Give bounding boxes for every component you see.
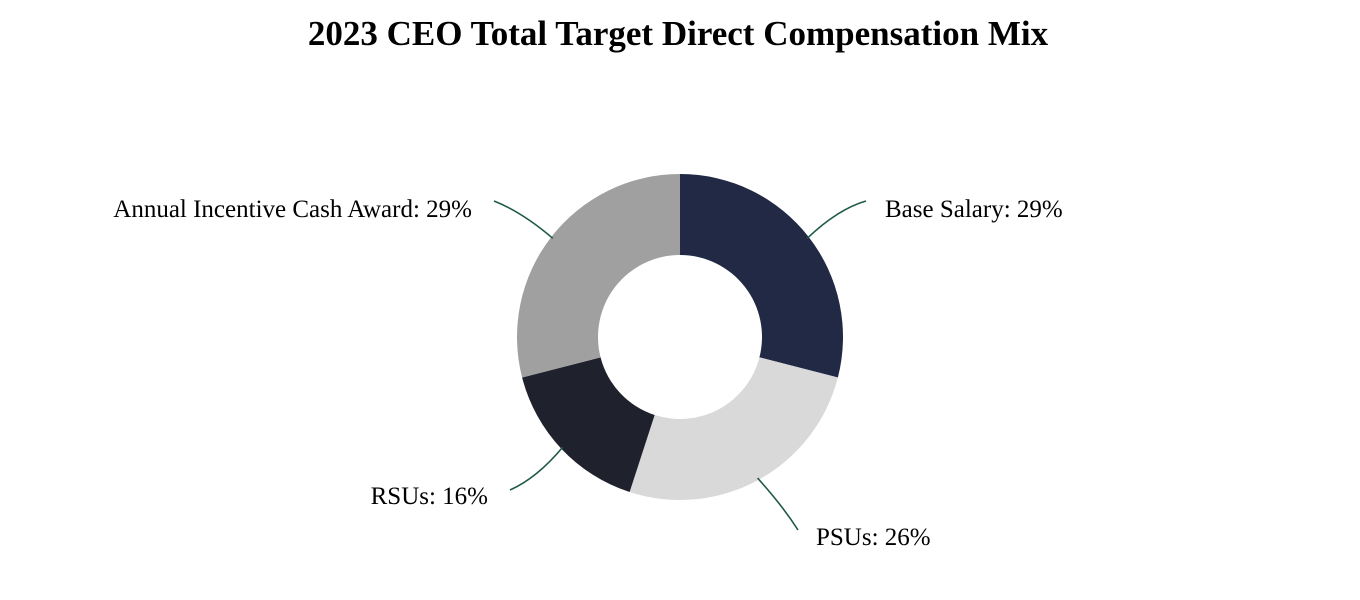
slice-rsus: [522, 357, 655, 493]
leader-line-base-salary: [806, 200, 867, 239]
slice-annual-incentive-cash-award: [517, 174, 680, 378]
leader-line-annual-incentive-cash-award: [493, 200, 554, 239]
slice-label-psus: PSUs: 26%: [816, 524, 931, 551]
leader-line-psus: [756, 477, 799, 531]
slices-layer: [517, 174, 843, 500]
slice-label-base-salary: Base Salary: 29%: [885, 196, 1063, 223]
leader-lines-layer: [493, 200, 867, 531]
slice-psus: [629, 357, 838, 500]
slice-label-rsus: RSUs: 16%: [371, 483, 488, 510]
labels-layer: Base Salary: 29% PSUs: 26% RSUs: 16% Annual…: [113, 196, 1062, 551]
slice-label-annual-incentive-cash-award: Annual Incentive Cash Award: 29%: [113, 196, 472, 223]
chart-title: 2023 CEO Total Target Direct Compensatio…: [307, 14, 1049, 53]
leader-line-rsus: [509, 446, 564, 491]
slice-base-salary: [680, 174, 843, 378]
